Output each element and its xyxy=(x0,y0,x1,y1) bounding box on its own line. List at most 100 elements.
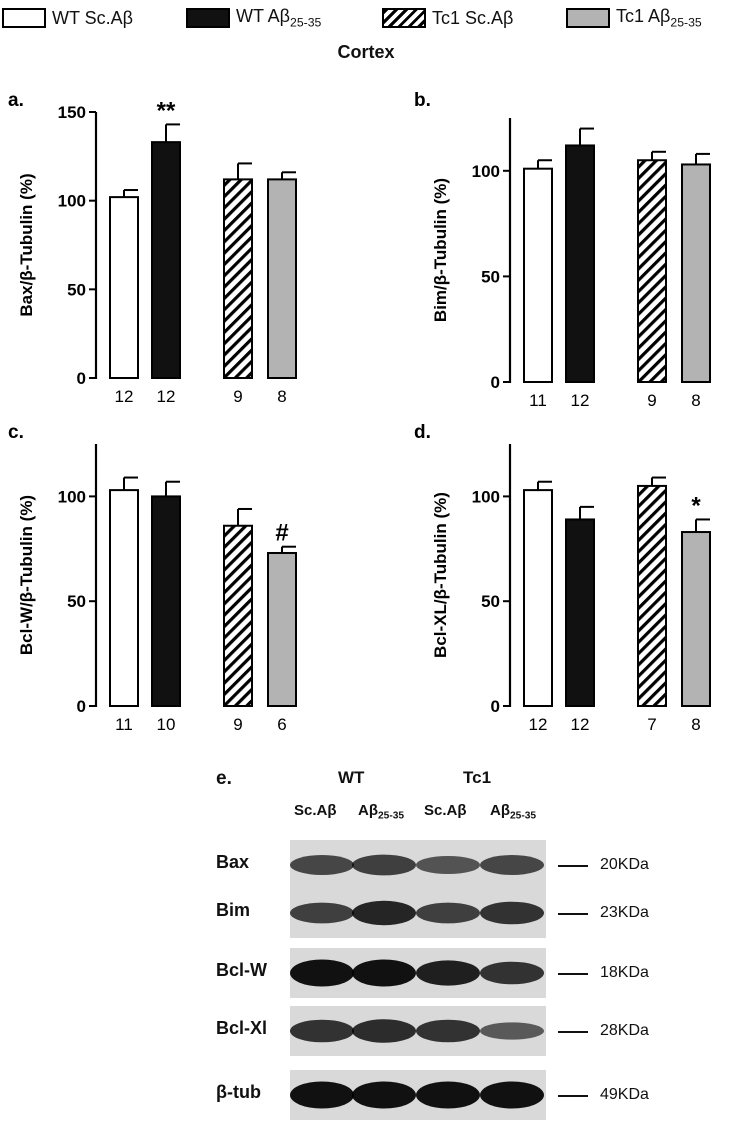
size-marker xyxy=(558,1031,588,1033)
blot-strip xyxy=(290,888,546,938)
sample-size-label: 8 xyxy=(691,715,700,734)
bar xyxy=(151,141,181,379)
legend-item: Tc1 Aβ25-35 xyxy=(566,6,702,30)
blot-row-label: Bcl-Xl xyxy=(216,1018,268,1038)
blot-band xyxy=(416,902,480,924)
bar xyxy=(223,524,253,708)
y-tick-label: 50 xyxy=(67,592,86,611)
legend-swatch xyxy=(186,8,230,28)
bar xyxy=(523,167,553,383)
blot-band xyxy=(480,961,544,985)
sample-size-label: 9 xyxy=(233,715,242,734)
bar xyxy=(681,531,711,707)
bar xyxy=(565,518,595,707)
bar xyxy=(151,495,181,707)
y-tick-label: 150 xyxy=(58,103,86,122)
y-tick-label: 50 xyxy=(481,592,500,611)
size-marker xyxy=(558,973,588,975)
blot-band xyxy=(416,960,480,986)
y-tick-label: 100 xyxy=(472,487,500,506)
sample-size-label: 12 xyxy=(571,715,590,734)
significance-mark: ** xyxy=(157,97,176,124)
y-tick-label: 50 xyxy=(481,267,500,286)
blot-strip xyxy=(290,840,546,890)
blot-band xyxy=(290,959,354,987)
bar xyxy=(523,489,553,707)
blot-strip xyxy=(290,948,546,998)
legend-swatch xyxy=(382,8,426,28)
y-tick-label: 0 xyxy=(491,373,500,392)
blot-strip xyxy=(290,1070,546,1120)
sample-size-label: 8 xyxy=(691,391,700,410)
molecular-weight-label: 20KDa xyxy=(600,856,649,873)
y-tick-label: 0 xyxy=(77,697,86,716)
sample-size-label: 11 xyxy=(115,715,133,734)
y-axis-label: Bcl-W/β-Tubulin (%) xyxy=(17,495,36,655)
legend-swatch xyxy=(566,8,610,28)
blot-band xyxy=(480,1081,544,1109)
panel-letter: b. xyxy=(414,90,431,111)
blot-band xyxy=(416,855,480,875)
molecular-weight-label: 28KDa xyxy=(600,1022,649,1039)
blot-band xyxy=(352,1019,416,1043)
sample-size-label: 8 xyxy=(277,387,286,406)
molecular-weight-label: 49KDa xyxy=(600,1086,649,1103)
size-marker xyxy=(558,865,588,867)
chart-panel-1: a. Bax/β-Tubulin (%) 0 50 100 150 12 12 ** 9 8 xyxy=(8,90,297,406)
size-marker xyxy=(558,913,588,915)
bar xyxy=(637,484,667,708)
panel-letter: e. xyxy=(216,768,232,789)
y-tick-label: 0 xyxy=(77,369,86,388)
y-tick-label: 100 xyxy=(472,162,500,181)
significance-mark: * xyxy=(691,492,701,519)
sample-size-label: 9 xyxy=(233,387,242,406)
blot-lane-label: Sc.Aβ xyxy=(424,802,467,819)
legend-item: Tc1 Sc.Aβ xyxy=(382,6,513,30)
blot-band xyxy=(290,855,354,875)
bar xyxy=(267,551,297,707)
y-tick-label: 100 xyxy=(58,487,86,506)
chart-panel-3: c. Bcl-W/β-Tubulin (%) 0 50 100 11 10 9 6 # xyxy=(8,422,297,734)
blot-band xyxy=(480,855,544,875)
blot-band xyxy=(290,1081,354,1109)
blot-band xyxy=(352,1081,416,1109)
sample-size-label: 6 xyxy=(277,715,286,734)
legend-item: WT Sc.Aβ xyxy=(2,6,133,30)
blot-lane-label: Aβ25-35 xyxy=(490,802,537,822)
sample-size-label: 9 xyxy=(647,391,656,410)
bar xyxy=(223,178,253,379)
legend-item: WT Aβ25-35 xyxy=(186,6,321,30)
blot-row-label: Bax xyxy=(216,852,250,872)
sample-size-label: 12 xyxy=(529,715,548,734)
y-axis-label: Bim/β-Tubulin (%) xyxy=(431,178,450,322)
blot-lane-label: Sc.Aβ xyxy=(294,802,337,819)
sample-size-label: 12 xyxy=(115,387,134,406)
size-marker xyxy=(558,1095,588,1097)
sample-size-label: 12 xyxy=(571,391,590,410)
bar xyxy=(109,489,139,707)
legend-label: Tc1 Aβ25-35 xyxy=(616,6,702,30)
panel-letter: d. xyxy=(414,422,431,443)
bar xyxy=(109,196,139,379)
sample-size-label: 11 xyxy=(529,391,547,410)
blot-row-label: β-tub xyxy=(216,1082,261,1102)
y-tick-label: 100 xyxy=(58,192,86,211)
panel-letter: c. xyxy=(8,422,24,443)
blot-strip xyxy=(290,1006,546,1056)
blot-band xyxy=(416,1019,480,1043)
blot-band xyxy=(290,902,354,924)
blot-row-label: Bcl-W xyxy=(216,960,267,980)
panel-letter: a. xyxy=(8,90,24,111)
blot-band xyxy=(416,1081,480,1109)
blot-group-label: WT xyxy=(338,768,365,787)
molecular-weight-label: 18KDa xyxy=(600,964,649,981)
legend-label: WT Aβ25-35 xyxy=(236,6,322,30)
bar xyxy=(565,144,595,383)
legend-label: Tc1 Sc.Aβ xyxy=(432,7,514,28)
blot-lane-label: Aβ25-35 xyxy=(358,802,405,822)
y-axis-label: Bax/β-Tubulin (%) xyxy=(17,173,36,316)
sample-size-label: 12 xyxy=(157,387,176,406)
legend-label: WT Sc.Aβ xyxy=(52,7,134,28)
bar xyxy=(637,159,667,383)
sample-size-label: 7 xyxy=(647,715,656,734)
